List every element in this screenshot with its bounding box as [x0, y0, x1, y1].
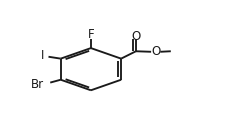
Text: Br: Br [31, 78, 44, 91]
Text: F: F [88, 28, 94, 41]
Text: O: O [151, 45, 161, 58]
Text: O: O [131, 30, 141, 43]
Text: I: I [41, 49, 44, 62]
